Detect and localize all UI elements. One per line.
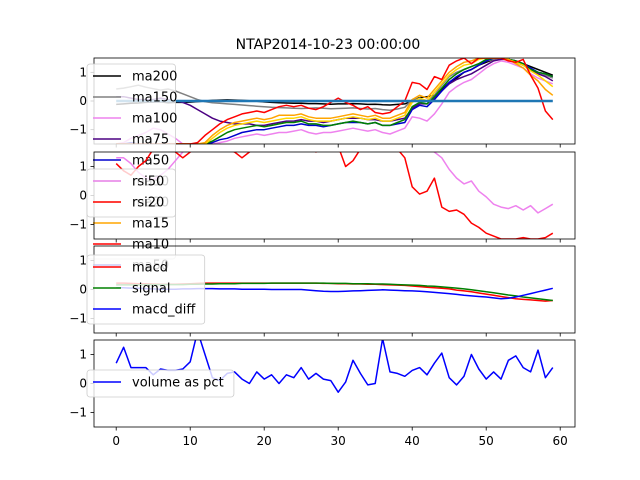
series-line-ma15 bbox=[116, 58, 554, 144]
legend-label: ma50 bbox=[132, 154, 169, 169]
y-tick-label: 0 bbox=[79, 94, 87, 108]
legend-item-ma10: ma10 bbox=[93, 238, 169, 253]
y-tick-label: 0 bbox=[79, 377, 87, 391]
series-line-ma200 bbox=[116, 58, 554, 106]
legend-label: macd_diff bbox=[132, 303, 196, 318]
legend-label: ma15 bbox=[132, 217, 169, 232]
x-tick-label: 50 bbox=[479, 434, 494, 448]
y-tick-label: 1 bbox=[79, 348, 87, 362]
series-line-rsi20 bbox=[115, 152, 554, 239]
y-tick-label: 1 bbox=[79, 160, 87, 174]
panel-2-series bbox=[115, 152, 554, 239]
legend: volume as pct bbox=[86, 369, 235, 398]
legend-box bbox=[86, 254, 206, 325]
legend-label: rsi50 bbox=[132, 175, 164, 190]
y-tick-label: 0 bbox=[79, 283, 87, 297]
legend-label: macd bbox=[132, 261, 168, 276]
series-line-ma20 bbox=[116, 58, 554, 144]
y-tick-label: −1 bbox=[69, 406, 87, 420]
y-tick-label: −1 bbox=[69, 123, 87, 137]
legend-item-macd-diff: macd_diff bbox=[93, 303, 196, 318]
legend-label: ma150 bbox=[132, 91, 177, 106]
panel-1: −101ma200ma150ma100ma75ma50ma30ma20ma15m… bbox=[69, 57, 576, 274]
legend-item-ma75: ma75 bbox=[93, 133, 169, 148]
x-tick-label: 0 bbox=[112, 434, 120, 448]
legend-box bbox=[86, 369, 235, 398]
legend-label: signal bbox=[132, 282, 170, 297]
x-tick-label: 10 bbox=[183, 434, 198, 448]
panel-1-series bbox=[116, 58, 554, 144]
legend-label: ma100 bbox=[132, 112, 177, 127]
chart-panels: −101ma200ma150ma100ma75ma50ma30ma20ma15m… bbox=[69, 57, 576, 448]
y-tick-label: 1 bbox=[79, 254, 87, 268]
legend-item-macd: macd bbox=[93, 261, 168, 276]
series-line-ma100 bbox=[116, 60, 554, 144]
series-line-ma75 bbox=[116, 58, 554, 127]
legend: macd signal macd_diff bbox=[86, 254, 206, 325]
legend-label: volume as pct bbox=[132, 376, 224, 391]
legend: ma200ma150ma100ma75ma50ma30ma20ma15ma10 bbox=[86, 63, 177, 260]
series-line-ma30 bbox=[116, 58, 554, 144]
panel-4-series bbox=[115, 340, 554, 393]
legend-item-ma200: ma200 bbox=[93, 70, 177, 85]
x-tick-label: 20 bbox=[257, 434, 272, 448]
legend-label: rsi20 bbox=[132, 196, 164, 211]
legend-item-rsi20: rsi20 bbox=[93, 196, 164, 211]
legend-item-ma100: ma100 bbox=[93, 112, 177, 127]
y-tick-label: −1 bbox=[69, 312, 87, 326]
legend-label: ma75 bbox=[132, 133, 169, 148]
legend-label: ma200 bbox=[132, 70, 177, 85]
panel-2: −1 0 1 rsi50 rsi20 bbox=[69, 151, 576, 243]
x-tick-label: 60 bbox=[553, 434, 568, 448]
legend-item-ma15: ma15 bbox=[93, 217, 169, 232]
chart-title: NTAP2014-10-23 00:00:00 bbox=[236, 37, 421, 53]
series-line-volume-as-pct bbox=[115, 340, 554, 393]
panel-3: −1 0 1 macd signal macd_diff bbox=[69, 245, 576, 337]
y-tick-label: 0 bbox=[79, 189, 87, 203]
legend-item-volume-as-pct: volume as pct bbox=[93, 376, 224, 391]
legend-item-rsi50: rsi50 bbox=[93, 175, 164, 190]
x-tick-label: 40 bbox=[405, 434, 420, 448]
legend: rsi50 rsi20 bbox=[86, 168, 176, 218]
y-tick-label: 1 bbox=[79, 65, 87, 79]
legend-item-signal: signal bbox=[93, 282, 170, 297]
legend-label: ma10 bbox=[132, 238, 169, 253]
series-line-rsi50 bbox=[116, 152, 554, 214]
x-tick-label: 30 bbox=[331, 434, 346, 448]
y-tick-label: −1 bbox=[69, 218, 87, 232]
legend-item-ma150: ma150 bbox=[93, 91, 177, 106]
